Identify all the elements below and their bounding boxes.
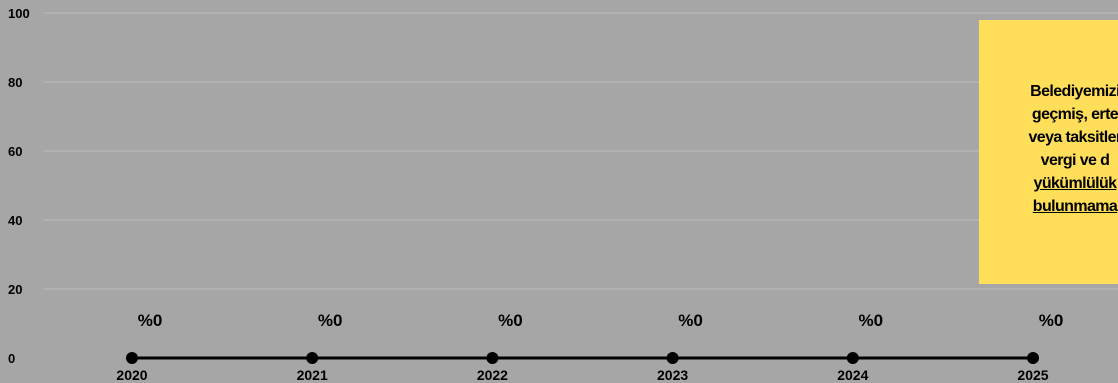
data-label: %0: [678, 311, 703, 330]
data-point: [486, 352, 499, 364]
data-point: [126, 352, 138, 364]
y-tick-label: 100: [8, 6, 30, 21]
data-label: %0: [1039, 311, 1064, 330]
info-note: Belediyemizi geçmiş, erte veya taksitler ve…: [979, 20, 1118, 284]
note-line: Belediyemizi: [1030, 83, 1118, 100]
x-tick-label: 2025: [1017, 367, 1048, 383]
data-label: %0: [138, 311, 163, 330]
y-tick-label: 40: [8, 213, 22, 228]
data-point: [846, 352, 859, 364]
x-tick-label: 2020: [116, 367, 147, 383]
data-point: [306, 352, 319, 364]
y-tick-label: 60: [8, 144, 22, 159]
y-tick-label: 80: [8, 75, 22, 90]
data-label: %0: [318, 311, 343, 330]
data-label: %0: [498, 311, 523, 330]
note-line: geçmiş, erte: [1031, 106, 1118, 123]
y-tick-label: 20: [8, 282, 22, 297]
note-line: bulunmama: [1032, 198, 1118, 215]
data-point: [666, 352, 679, 364]
x-tick-label: 2023: [657, 367, 688, 383]
data-label: %0: [859, 311, 884, 330]
data-point: [1027, 352, 1039, 364]
note-line: yükümlülük: [1033, 175, 1118, 192]
x-tick-label: 2022: [477, 367, 508, 383]
note-line: vergi ve d: [1040, 152, 1110, 169]
y-tick-label: 0: [8, 351, 15, 366]
x-tick-label: 2024: [837, 367, 868, 383]
note-line: veya taksitler: [1028, 129, 1118, 146]
x-tick-label: 2021: [297, 367, 328, 383]
